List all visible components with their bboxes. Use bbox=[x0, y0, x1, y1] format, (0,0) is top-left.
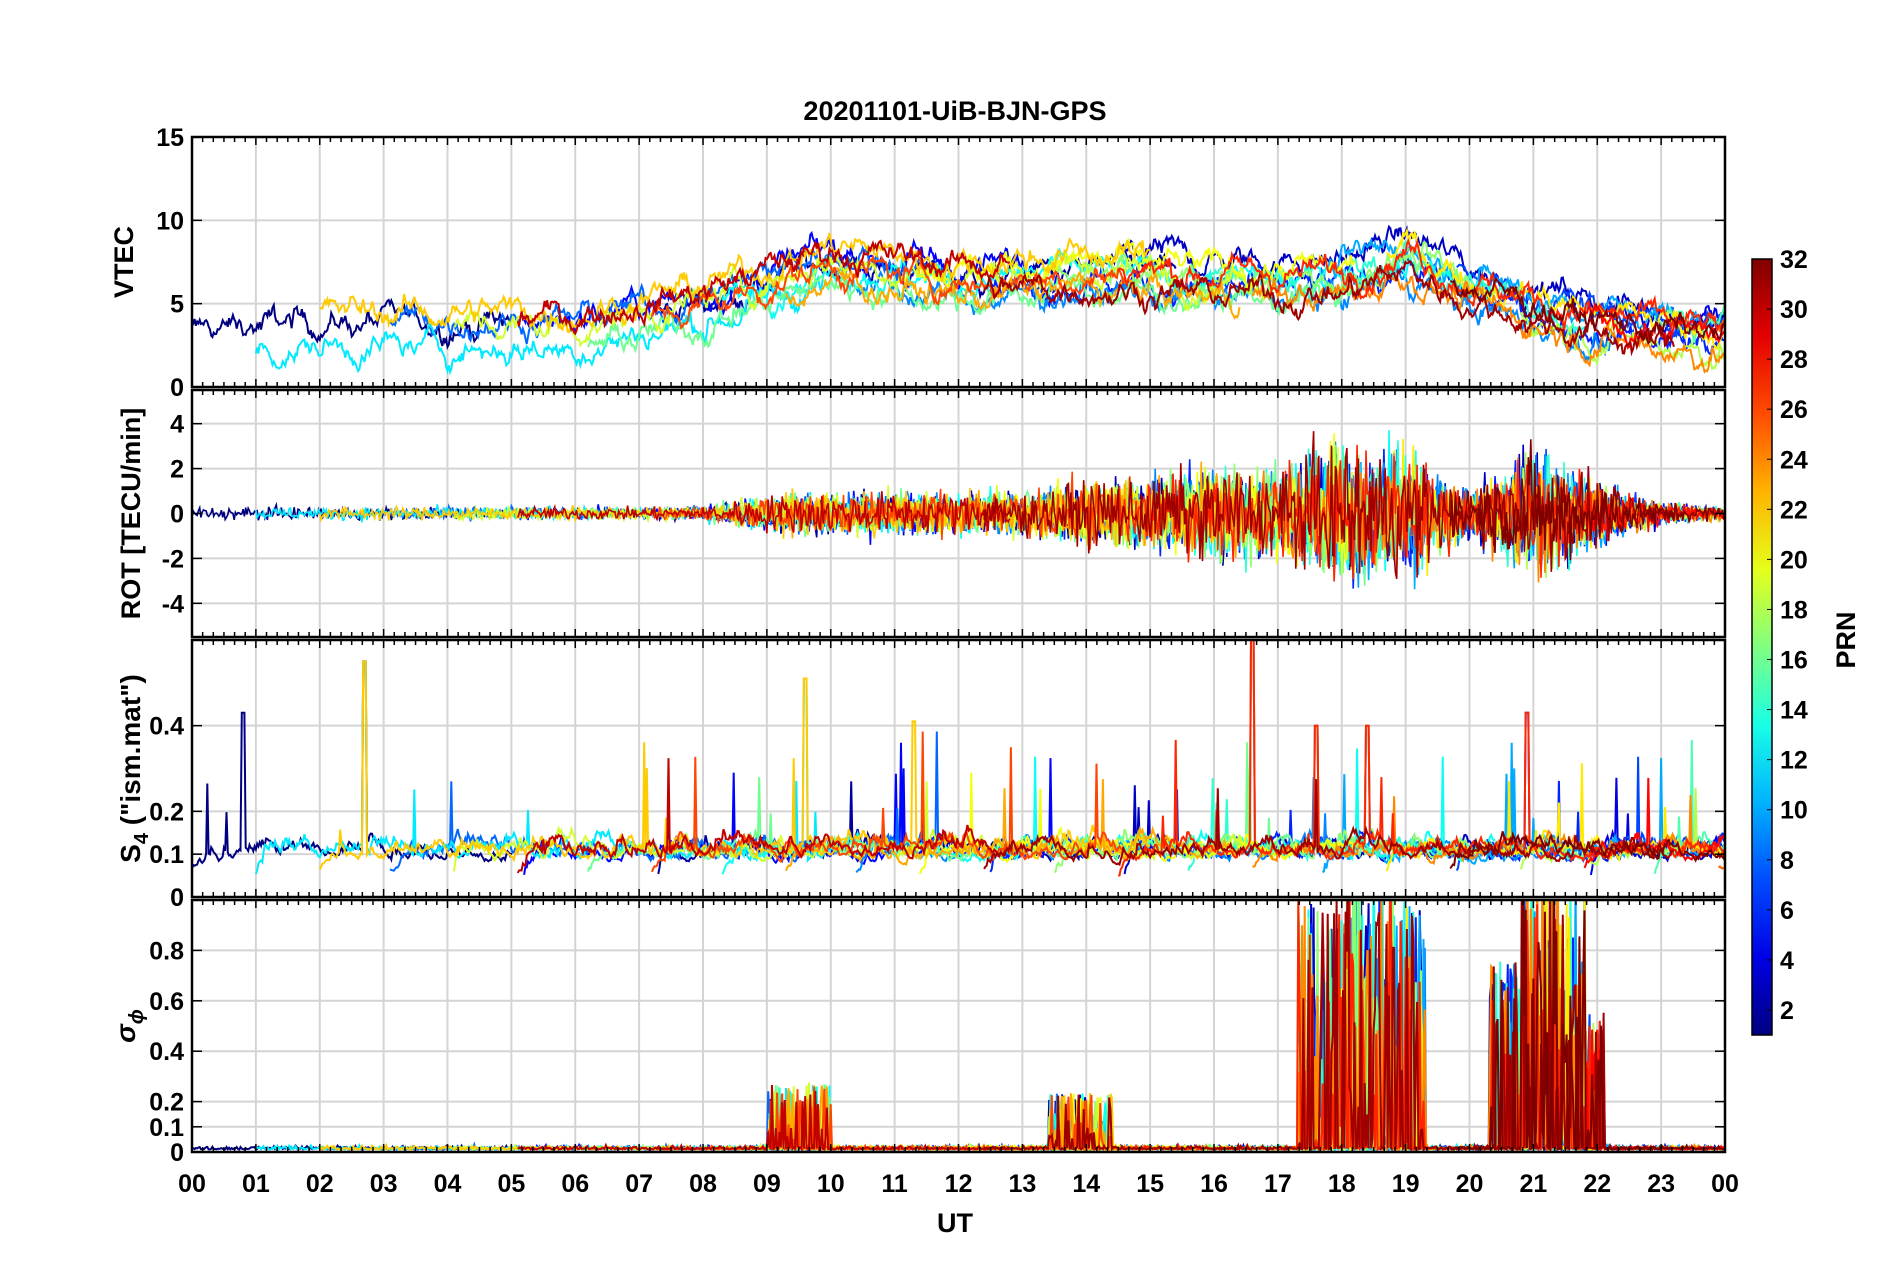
series-prn-23 bbox=[785, 267, 1241, 320]
y-tick-label: 0.1 bbox=[149, 1114, 184, 1142]
colorbar-tick-label: 2 bbox=[1780, 997, 1794, 1025]
y-tick-label: 0 bbox=[170, 1139, 184, 1167]
series-prn-12 bbox=[254, 268, 832, 376]
x-tick-label: 19 bbox=[1392, 1170, 1420, 1198]
x-tick-label: 18 bbox=[1328, 1170, 1356, 1198]
series-prn-31 bbox=[983, 259, 1675, 357]
panel-rot-traces bbox=[192, 430, 1725, 590]
y-tick-label: 4 bbox=[170, 411, 184, 439]
y-tick-label: 0 bbox=[170, 374, 184, 402]
series-prn-25 bbox=[1717, 865, 1725, 870]
x-tick-label: 00 bbox=[1711, 1170, 1739, 1198]
x-tick-label: 23 bbox=[1647, 1170, 1675, 1198]
y-tick-label: 0.2 bbox=[149, 1089, 184, 1117]
colorbar-tick-label: 4 bbox=[1780, 947, 1794, 975]
colorbar-tick-label: 26 bbox=[1780, 396, 1808, 424]
x-axis-label: UT bbox=[937, 1208, 973, 1238]
x-tick-label: 15 bbox=[1136, 1170, 1164, 1198]
y-tick-label: 0.4 bbox=[149, 713, 184, 741]
y-tick-label: 5 bbox=[170, 291, 184, 319]
x-tick-label: 21 bbox=[1519, 1170, 1547, 1198]
colorbar bbox=[1751, 258, 1773, 1036]
series-prn-20 bbox=[919, 772, 1355, 875]
colorbar-tick-label: 28 bbox=[1780, 346, 1808, 374]
x-tick-label: 06 bbox=[561, 1170, 589, 1198]
colorbar-tick-label: 22 bbox=[1780, 496, 1808, 524]
x-tick-label: 08 bbox=[689, 1170, 717, 1198]
y-axis-label: ROT [TECU/min] bbox=[116, 408, 146, 619]
x-tick-label: 12 bbox=[945, 1170, 973, 1198]
x-tick-label: 20 bbox=[1456, 1170, 1484, 1198]
x-tick-label: 13 bbox=[1008, 1170, 1036, 1198]
x-tick-label: 00 bbox=[178, 1170, 206, 1198]
x-tick-label: 16 bbox=[1200, 1170, 1228, 1198]
colorbar-tick-label: 8 bbox=[1780, 847, 1794, 875]
series-prn-32 bbox=[1449, 439, 1725, 561]
series-prn-32 bbox=[1450, 900, 1725, 1152]
y-axis-label: VTEC bbox=[109, 226, 139, 298]
y-tick-label: 0 bbox=[170, 884, 184, 912]
colorbar-tick-label: 30 bbox=[1780, 296, 1808, 324]
y-tick-label: 0 bbox=[170, 501, 184, 529]
panel-vtec-traces bbox=[192, 224, 1725, 376]
colorbar-tick-label: 20 bbox=[1780, 546, 1808, 574]
series-prn-25 bbox=[1717, 319, 1725, 333]
colorbar-tick-label: 32 bbox=[1780, 246, 1808, 274]
x-tick-label: 01 bbox=[242, 1170, 270, 1198]
series-prn-27 bbox=[1117, 238, 1725, 333]
colorbar-tick-label: 10 bbox=[1780, 797, 1808, 825]
y-axis-label: S4 ("ism.mat") bbox=[115, 674, 153, 863]
y-tick-label: -4 bbox=[162, 590, 184, 618]
y-tick-label: 0.1 bbox=[149, 841, 184, 869]
series-prn-32 bbox=[1449, 830, 1725, 870]
x-tick-label: 11 bbox=[881, 1170, 908, 1198]
series-prn-31 bbox=[983, 900, 1674, 1152]
x-tick-label: 05 bbox=[497, 1170, 525, 1198]
y-axis-label: σϕ bbox=[110, 1009, 148, 1043]
y-tick-label: -2 bbox=[162, 545, 184, 573]
series-prn-30 bbox=[517, 1084, 1011, 1152]
y-tick-label: 10 bbox=[156, 207, 184, 235]
series-prn-32 bbox=[1450, 277, 1725, 345]
x-tick-label: 14 bbox=[1072, 1170, 1100, 1198]
x-tick-label: 10 bbox=[817, 1170, 845, 1198]
x-tick-label: 03 bbox=[370, 1170, 398, 1198]
series-prn-30 bbox=[516, 758, 1010, 874]
y-tick-label: 0.6 bbox=[149, 988, 184, 1016]
y-tick-label: 15 bbox=[156, 124, 184, 152]
chart-title: 20201101-UiB-BJN-GPS bbox=[803, 96, 1106, 126]
y-tick-label: 2 bbox=[170, 456, 184, 484]
colorbar-tick-label: 14 bbox=[1780, 697, 1808, 725]
y-tick-label: 0.4 bbox=[149, 1038, 184, 1066]
panel-s4-traces bbox=[192, 640, 1725, 877]
y-tick-label: 0.8 bbox=[149, 937, 184, 965]
x-tick-label: 22 bbox=[1583, 1170, 1611, 1198]
x-tick-label: 17 bbox=[1264, 1170, 1292, 1198]
series-prn-24 bbox=[1251, 273, 1725, 374]
series-prn-31 bbox=[983, 779, 1675, 870]
series-prn-1 bbox=[192, 297, 513, 351]
colorbar-tick-label: 16 bbox=[1780, 647, 1808, 675]
x-tick-label: 07 bbox=[625, 1170, 653, 1198]
x-tick-label: 09 bbox=[753, 1170, 781, 1198]
series-prn-30 bbox=[517, 491, 1011, 535]
colorbar-tick-label: 24 bbox=[1780, 446, 1808, 474]
series-prn-26 bbox=[650, 731, 1126, 873]
colorbar-tick-label: 18 bbox=[1780, 596, 1808, 624]
series-prn-26 bbox=[650, 249, 1126, 330]
series-prn-22 bbox=[319, 232, 1151, 334]
colorbar-tick-label: 12 bbox=[1780, 747, 1808, 775]
series-prn-21 bbox=[1386, 227, 1725, 351]
y-tick-label: 0.2 bbox=[149, 798, 184, 826]
series-prn-8 bbox=[389, 244, 947, 345]
x-tick-label: 04 bbox=[434, 1170, 462, 1198]
series-prn-30 bbox=[516, 239, 1010, 336]
colorbar-label: PRN bbox=[1831, 611, 1861, 668]
x-tick-label: 02 bbox=[306, 1170, 334, 1198]
colorbar-tick-label: 6 bbox=[1780, 897, 1794, 925]
series-prn-18 bbox=[1520, 311, 1725, 371]
